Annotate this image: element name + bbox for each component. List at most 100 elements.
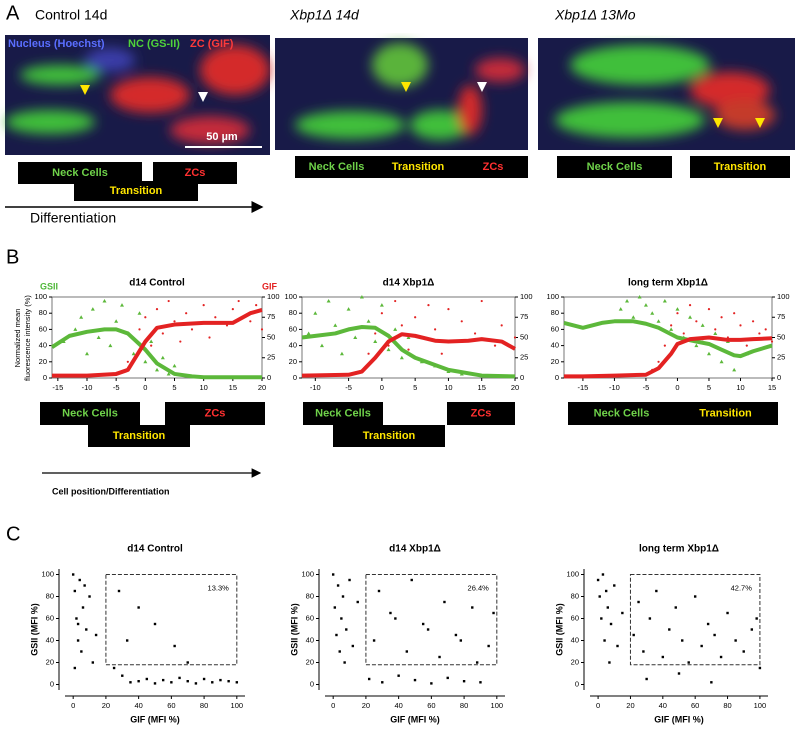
y2-tick-label: 25: [520, 353, 528, 362]
data-point: [758, 666, 762, 670]
y-tick-label: 20: [289, 357, 297, 366]
gate-percent: 42.7%: [731, 583, 753, 592]
image-title: Control 14d: [35, 7, 107, 23]
data-point: [758, 332, 761, 335]
data-point: [454, 633, 458, 637]
x-axis-label: GIF (MFI %): [130, 714, 180, 724]
data-point: [108, 343, 113, 348]
gate: [629, 574, 761, 666]
chart-title: d14 Xbp1Δ: [389, 544, 441, 555]
y-tick-label: 40: [289, 341, 297, 350]
data-point: [120, 303, 124, 307]
data-point: [190, 328, 194, 331]
x-tick-label: 20: [362, 701, 370, 710]
stage-label: Neck Cells: [587, 161, 643, 173]
chart-title: long term Xbp1Δ: [639, 544, 719, 555]
stage-label: Transition: [110, 185, 163, 197]
y2-tick-label: 100: [777, 292, 790, 301]
data-point: [426, 628, 430, 631]
data-point: [76, 622, 80, 626]
data-point: [96, 335, 101, 339]
y-axis-label: Normalized mean: [13, 309, 22, 368]
data-point: [366, 319, 371, 323]
data-point: [112, 666, 116, 670]
arrow-label: Differentiation: [30, 210, 116, 226]
data-point: [335, 633, 338, 637]
data-point: [186, 661, 189, 664]
data-point: [214, 316, 217, 319]
data-point: [399, 355, 404, 360]
data-point: [389, 611, 392, 615]
data-point: [260, 328, 264, 331]
x-tick-label: 5: [172, 383, 176, 392]
chart-title: d14 Control: [129, 278, 185, 289]
y-tick-label: 20: [551, 357, 559, 366]
data-point: [492, 611, 495, 615]
y-tick-label: 80: [551, 308, 559, 317]
trend-line: [564, 335, 773, 379]
data-point: [249, 320, 252, 323]
y-tick-label: 100: [284, 292, 297, 301]
y-tick-label: 40: [39, 341, 47, 350]
stage-box: [673, 402, 778, 425]
data-point: [460, 320, 463, 323]
x-tick-label: 100: [754, 701, 767, 710]
data-point: [339, 351, 344, 356]
data-point: [663, 344, 666, 347]
data-point: [688, 315, 693, 319]
data-point: [393, 327, 398, 331]
data-point: [377, 589, 381, 593]
data-point: [381, 681, 384, 684]
chart-title: d14 Xbp1Δ: [383, 278, 435, 289]
data-point: [166, 371, 171, 376]
data-point: [167, 299, 170, 303]
data-point: [447, 308, 450, 311]
x-tick-label: -5: [113, 383, 120, 392]
y-tick-label: 100: [41, 569, 54, 578]
data-point: [600, 617, 603, 620]
y-tick-label: 60: [46, 613, 54, 622]
x-tick-label: 100: [491, 701, 504, 710]
data-point: [693, 595, 697, 598]
data-point: [720, 316, 723, 319]
y-axis-label: fluorescence intensity (%): [23, 295, 32, 381]
data-point: [79, 315, 84, 319]
data-point: [682, 332, 685, 335]
x-tick-label: 0: [675, 383, 679, 392]
y-tick-label: 60: [289, 324, 297, 333]
trend-line: [563, 319, 773, 359]
y-tick-label: 0: [555, 373, 559, 382]
data-point: [340, 617, 343, 620]
stage-box: [153, 162, 237, 184]
data-point: [397, 674, 400, 677]
data-point: [211, 681, 214, 684]
data-point: [637, 295, 642, 299]
y-tick-label: 60: [571, 613, 579, 622]
y-tick-label: 40: [571, 635, 579, 644]
data-point: [687, 661, 690, 664]
data-point: [613, 584, 616, 587]
stage-box: [568, 402, 675, 425]
data-point: [414, 316, 417, 319]
x-tick-label: 40: [134, 701, 142, 710]
data-point: [356, 600, 359, 604]
data-point: [155, 308, 159, 311]
data-point: [513, 336, 517, 339]
x-axis-label: GIF (MFI %): [390, 714, 440, 724]
data-point: [719, 655, 723, 659]
data-point: [642, 650, 645, 653]
data-point: [750, 628, 754, 631]
data-point: [674, 606, 677, 609]
scale-bar-label: 50 µm: [206, 131, 238, 143]
data-point: [194, 682, 198, 685]
data-point: [601, 573, 605, 576]
y-tick-label: 40: [46, 635, 54, 644]
data-point: [75, 617, 78, 620]
data-point: [406, 335, 411, 339]
stage-box: [378, 156, 458, 178]
data-point: [707, 308, 711, 311]
data-point: [706, 622, 710, 626]
data-point: [670, 324, 673, 327]
data-point: [609, 622, 613, 626]
